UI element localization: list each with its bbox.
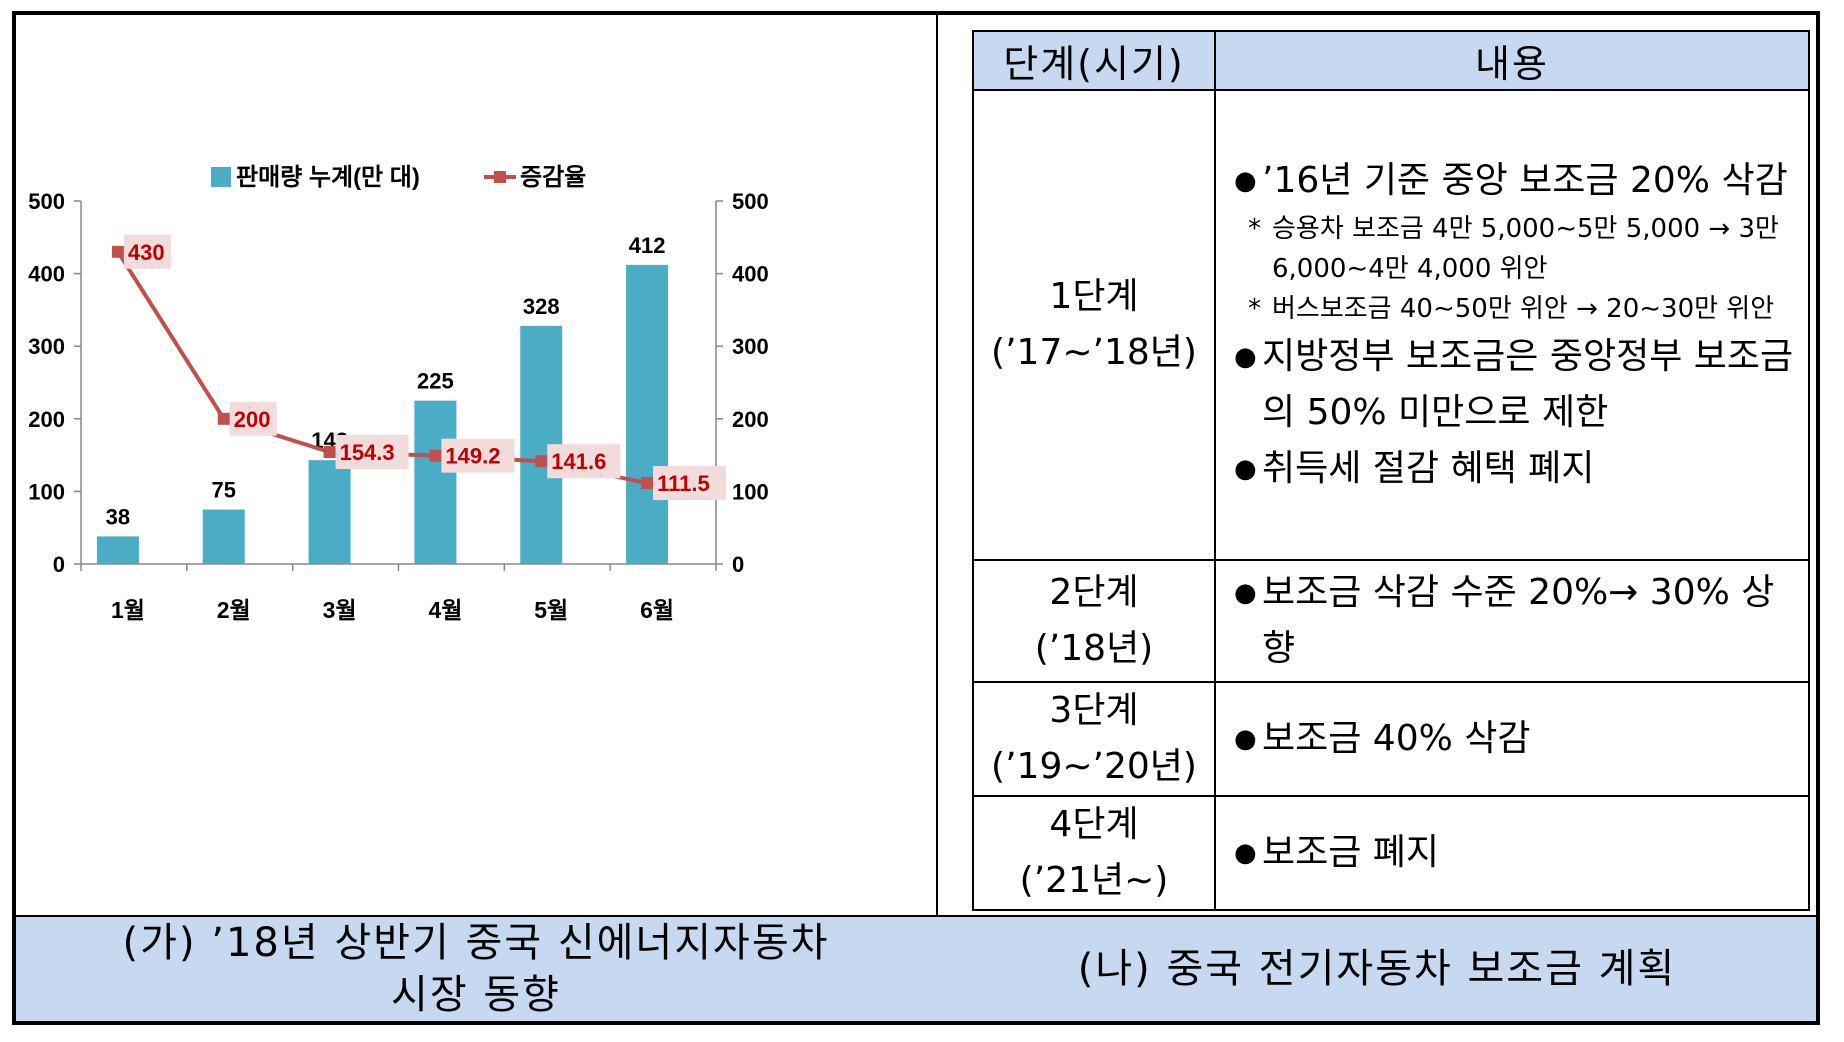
y-tick-label-right: 100 <box>732 479 769 504</box>
bullet-icon: ● <box>1234 724 1257 754</box>
stage-label: 4단계 <box>1049 804 1139 845</box>
stage-period: (’19∼’20년) <box>991 746 1197 787</box>
table-row: 1단계 (’17∼’18년) ● ’16년 기준 중앙 보조금 20% 삭감 * 승… <box>972 89 1810 561</box>
line-marker <box>323 445 336 458</box>
stage-period: (’21년∼) <box>1019 860 1169 901</box>
asterisk-icon: * <box>1248 294 1261 324</box>
list-item: ● 보조금 40% 삭감 <box>1234 711 1798 767</box>
content-cell: ● 보조금 삭감 수준 20%→ 30% 상향 <box>1214 559 1810 683</box>
bullet-icon: ● <box>1234 578 1257 608</box>
line-label-bg <box>547 444 621 479</box>
line-marker <box>111 245 124 258</box>
caption-bar <box>16 915 1816 1021</box>
x-tick-label: 6월 <box>640 597 674 623</box>
x-tick-label: 1월 <box>111 597 145 623</box>
line-data-label: 111.5 <box>657 471 710 496</box>
y-tick-label-left: 0 <box>53 552 65 577</box>
sales-chart: 0 100 200 300 400 500 0 100 200 300 400 500 1월 2월 3월 4월… <box>28 164 769 623</box>
stage-cell: 1단계 (’17∼’18년) <box>972 89 1216 561</box>
bar-data-label: 328 <box>523 294 560 319</box>
bar-data-label: 38 <box>106 504 130 529</box>
line-data-label: 154.3 <box>340 440 395 465</box>
header-content: 내용 <box>1214 30 1810 91</box>
legend-line-label: 증감율 <box>520 164 586 191</box>
bar <box>202 509 245 564</box>
bullet-icon: ● <box>1234 838 1257 868</box>
bar-data-label: 225 <box>417 369 454 394</box>
table-row: 2단계 (’18년) ● 보조금 삭감 수준 20%→ 30% 상향 <box>972 559 1810 683</box>
asterisk-icon: * <box>1248 214 1261 244</box>
table-header-row: 단계(시기) 내용 <box>972 30 1810 91</box>
line-label-bg <box>653 466 727 501</box>
line-label-bg <box>335 434 409 469</box>
y-tick-label-left: 200 <box>28 407 65 432</box>
x-tick-label: 4월 <box>428 597 462 623</box>
caption-left: (가) ’18년 상반기 중국 신에너지자동차 시장 동향 <box>122 920 830 1018</box>
stage-label: 3단계 <box>1049 690 1139 731</box>
bar-data-label: 75 <box>212 478 236 503</box>
table-row: 4단계 (’21년∼) ● 보조금 폐지 <box>972 795 1810 911</box>
content-cell: ● ’16년 기준 중앙 보조금 20% 삭감 * 승용차 보조금 4만 5,000… <box>1214 89 1810 561</box>
y-tick-label-right: 400 <box>732 262 769 287</box>
line-label-bg <box>441 438 515 473</box>
stage-cell: 4단계 (’21년∼) <box>972 795 1216 911</box>
content-cell: ● 보조금 폐지 <box>1214 795 1810 911</box>
figure-frame <box>12 11 1820 1025</box>
line-label-bg <box>123 234 171 269</box>
note-item: * 승용차 보조금 4만 5,000∼5만 5,000 → 3만 6,000∼4만… <box>1234 209 1798 289</box>
line-data-label: 430 <box>128 240 165 265</box>
bar <box>96 536 139 564</box>
bar <box>414 400 457 564</box>
line-marker <box>217 412 230 425</box>
bar <box>626 264 669 564</box>
bar-data-label: 412 <box>629 233 666 258</box>
legend-bar-swatch <box>211 167 231 187</box>
y-tick-label-right: 200 <box>732 407 769 432</box>
line-marker <box>641 477 654 490</box>
note-item: * 버스보조금 40∼50만 위안 → 20∼30만 위안 <box>1234 289 1798 329</box>
line-label-bg <box>229 401 277 436</box>
list-item: ● 보조금 삭감 수준 20%→ 30% 상향 <box>1234 565 1798 677</box>
y-tick-label-left: 500 <box>28 189 65 214</box>
legend-line-marker <box>494 171 506 183</box>
caption-right: (나) 중국 전기자동차 보조금 계획 <box>1077 946 1677 992</box>
legend-bar-label: 판매량 누계(만 대) <box>236 164 420 191</box>
list-item: ● 취득세 절감 혜택 폐지 <box>1234 441 1798 497</box>
panel-divider <box>936 15 938 1021</box>
stage-cell: 2단계 (’18년) <box>972 559 1216 683</box>
subsidy-plan-table: 단계(시기) 내용 1단계 (’17∼’18년) ● ’16년 기준 중앙 보조금… <box>972 30 1810 911</box>
stage-period: (’18년) <box>1034 628 1154 669</box>
y-tick-label-left: 100 <box>28 479 65 504</box>
content-cell: ● 보조금 40% 삭감 <box>1214 681 1810 797</box>
y-tick-label-right: 500 <box>732 189 769 214</box>
list-item: ● 보조금 폐지 <box>1234 825 1798 881</box>
line-marker <box>535 455 548 468</box>
stage-cell: 3단계 (’19∼’20년) <box>972 681 1216 797</box>
y-tick-label-left: 400 <box>28 262 65 287</box>
y-tick-label-right: 300 <box>732 334 769 359</box>
line-data-label: 141.6 <box>551 449 606 474</box>
list-item: ● 지방정부 보조금은 중앙정부 보조금의 50% 미만으로 제한 <box>1234 329 1798 441</box>
header-stage: 단계(시기) <box>972 30 1216 91</box>
bullet-icon: ● <box>1234 166 1257 196</box>
line-marker <box>429 449 442 462</box>
bullet-icon: ● <box>1234 342 1257 372</box>
stage-label: 1단계 <box>1049 276 1139 317</box>
y-tick-label-right: 0 <box>732 552 744 577</box>
stage-label: 2단계 <box>1049 572 1139 613</box>
y-tick-label-left: 300 <box>28 334 65 359</box>
bar <box>308 460 351 564</box>
list-item: ● ’16년 기준 중앙 보조금 20% 삭감 <box>1234 153 1798 209</box>
table-row: 3단계 (’19∼’20년) ● 보조금 40% 삭감 <box>972 681 1810 797</box>
stage-period: (’17∼’18년) <box>991 332 1197 373</box>
x-tick-label: 5월 <box>534 597 568 623</box>
x-tick-label: 2월 <box>217 597 251 623</box>
x-tick-label: 3월 <box>323 597 357 623</box>
line-data-label: 200 <box>234 407 271 432</box>
line-data-label: 149.2 <box>445 444 500 469</box>
bullet-icon: ● <box>1234 454 1257 484</box>
